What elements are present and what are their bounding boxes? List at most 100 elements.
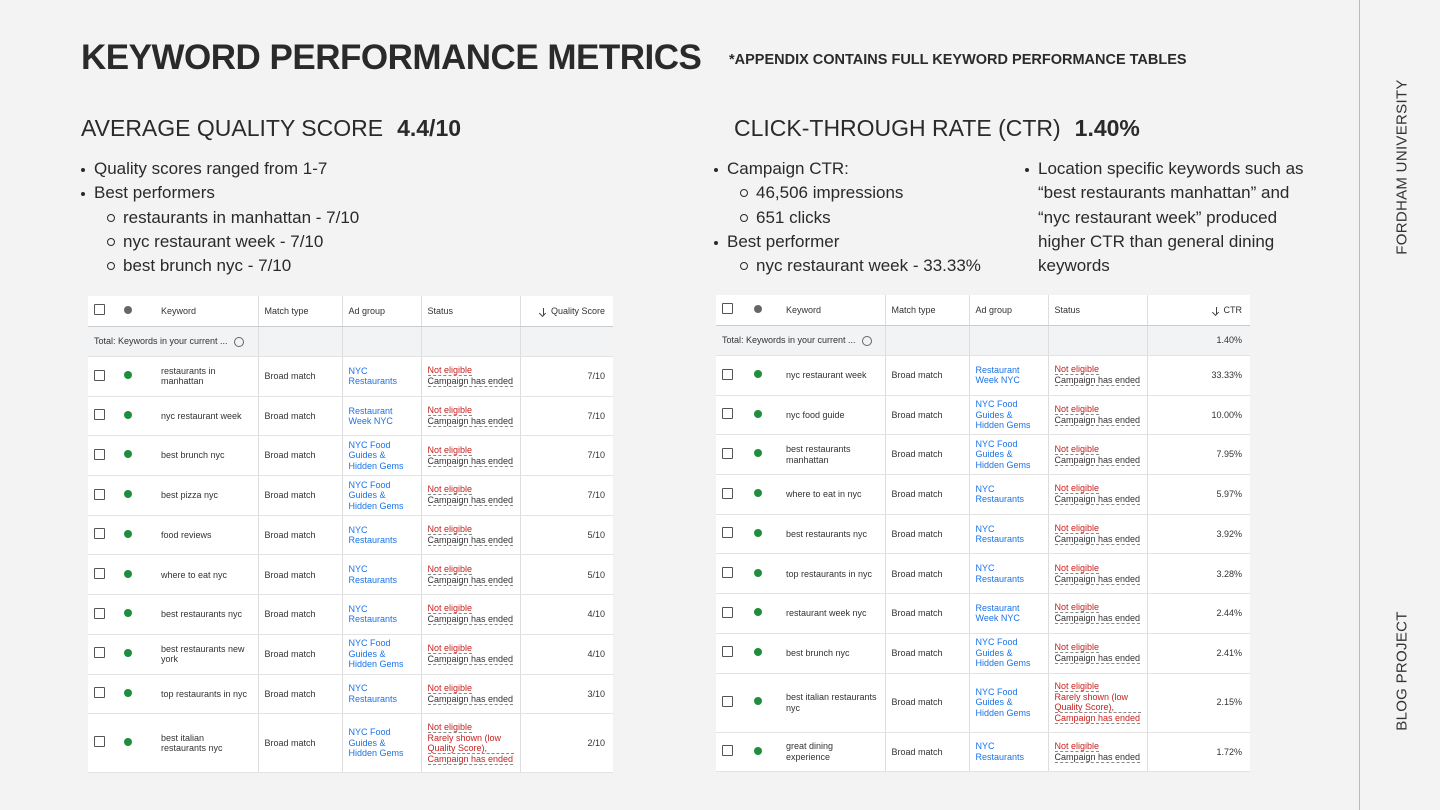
appendix-note: *APPENDIX CONTAINS FULL KEYWORD PERFORMA… <box>729 52 1187 68</box>
bullet-text: Campaign CTR: <box>727 159 849 178</box>
empty-cell <box>341 326 421 357</box>
bullet-text: Best performer <box>727 231 840 251</box>
keyword: best restaurants manhattan <box>780 434 885 476</box>
cell <box>748 434 780 476</box>
total-cell: Total: Keywords in your current ... <box>716 325 885 356</box>
status-dot <box>754 608 762 617</box>
table-row: best restaurants nyc Broad match NYC Resta… <box>716 514 1250 555</box>
checkbox <box>722 646 733 658</box>
status-dot <box>124 410 132 419</box>
table-row: best restaurants new york Broad match NYC … <box>88 634 613 675</box>
status-line: Campaign has ended <box>427 495 514 507</box>
help-icon <box>233 336 244 347</box>
sub-list: restaurants in manhattan - 7/10 nyc resta… <box>94 206 640 279</box>
cell <box>716 633 748 674</box>
cell <box>88 554 118 596</box>
status-line: Campaign has ended <box>427 753 514 765</box>
metric: 5/10 <box>519 554 613 596</box>
header-cell <box>88 296 118 327</box>
cell <box>716 553 748 595</box>
status-line: Campaign has ended <box>427 654 514 666</box>
keyword: nyc restaurant week <box>155 396 258 437</box>
table-row: food reviews Broad match NYC Restaurants No… <box>88 515 613 556</box>
heading-text: CLICK-THROUGH RATE (CTR) <box>734 115 1061 141</box>
column-label: Quality Score <box>550 305 605 316</box>
status: Not eligible Campaign has ended <box>420 515 520 556</box>
status-line: Not eligible <box>427 682 473 694</box>
cell <box>118 396 155 437</box>
status: Not eligible Campaign has ended <box>420 356 520 397</box>
status-line: Not eligible <box>1054 443 1100 455</box>
cell <box>748 355 780 396</box>
ad-group: NYC Restaurants <box>968 474 1048 515</box>
status-dot <box>754 409 762 418</box>
empty-cell <box>1047 325 1147 356</box>
table-row: best restaurants nyc Broad match NYC Resta… <box>88 594 613 635</box>
status: Not eligible Campaign has ended <box>1047 593 1147 634</box>
status-line: Campaign has ended <box>1054 375 1141 387</box>
table-row: where to eat in nyc Broad match NYC Restau… <box>716 474 1250 515</box>
column-header: Match type <box>257 296 342 327</box>
cell <box>88 674 118 715</box>
status: Not eligible Campaign has ended <box>420 435 520 477</box>
column-header: Status <box>420 296 520 327</box>
ad-group: NYC Restaurants <box>341 515 421 556</box>
match-type: Broad match <box>257 356 342 397</box>
sub-bullet: restaurants in manhattan - 7/10 <box>94 206 640 230</box>
total-cell: Total: Keywords in your current ... <box>88 326 258 357</box>
status: Not eligible Rarely shown (low Quality Sc… <box>1047 673 1147 733</box>
status-line: Campaign has ended <box>1054 573 1141 585</box>
table-row: great dining experience Broad match NYC Re… <box>716 732 1250 773</box>
status-line: Campaign has ended <box>427 455 514 467</box>
cell <box>716 514 748 555</box>
table-row: top restaurants in nyc Broad match NYC Res… <box>716 553 1250 595</box>
status-line: Not eligible <box>427 721 473 733</box>
keyword: best pizza nyc <box>155 475 258 516</box>
keyword: best brunch nyc <box>155 435 258 477</box>
checkbox <box>94 304 105 316</box>
cell <box>118 554 155 596</box>
ad-group: NYC Food Guides & Hidden Gems <box>341 713 421 774</box>
cell <box>748 474 780 515</box>
bullet-text: Location specific keywords such as “best… <box>1038 159 1304 276</box>
status: Not eligible Campaign has ended <box>420 634 520 675</box>
match-type: Broad match <box>257 475 342 516</box>
metric: 2/10 <box>519 713 613 774</box>
match-type: Broad match <box>257 396 342 437</box>
cell <box>88 515 118 556</box>
status-line: Not eligible <box>1054 602 1100 614</box>
ad-group: NYC Food Guides & Hidden Gems <box>968 434 1048 476</box>
match-type: Broad match <box>257 634 342 675</box>
match-type: Broad match <box>257 515 342 556</box>
status-line: Not eligible <box>427 643 473 655</box>
checkbox <box>94 488 105 500</box>
cell <box>748 514 780 555</box>
status: Not eligible Campaign has ended <box>1047 434 1147 476</box>
status-dot <box>754 697 762 706</box>
cell <box>88 475 118 516</box>
header-row: Keyword Match type Ad group Status CTR <box>716 295 1250 326</box>
ad-group: NYC Food Guides & Hidden Gems <box>341 435 421 477</box>
column-header: Keyword <box>780 295 885 326</box>
status-line: Not eligible <box>1054 681 1100 692</box>
status-dot <box>754 304 762 313</box>
column-label: Match type <box>891 304 936 315</box>
metric: 10.00% <box>1146 395 1250 436</box>
keyword: top restaurants in nyc <box>780 553 885 595</box>
keyword: top restaurants in nyc <box>155 674 258 715</box>
sidebar <box>1359 0 1440 810</box>
checkbox <box>94 369 105 381</box>
cell <box>118 515 155 556</box>
column-label: Ad group <box>348 305 386 316</box>
metric: 3/10 <box>519 674 613 715</box>
ad-group: NYC Food Guides & Hidden Gems <box>968 633 1048 674</box>
header-row: Keyword Match type Ad group Status Quality S… <box>88 296 613 327</box>
status: Not eligible Campaign has ended <box>1047 395 1147 436</box>
checkbox <box>722 487 733 499</box>
status-line: Not eligible <box>427 365 473 377</box>
cell <box>716 355 748 396</box>
column-label: CTR <box>1223 304 1243 315</box>
keyword: nyc restaurant week <box>780 355 885 396</box>
status: Not eligible Campaign has ended <box>1047 474 1147 515</box>
status-line: Not eligible <box>427 524 473 536</box>
